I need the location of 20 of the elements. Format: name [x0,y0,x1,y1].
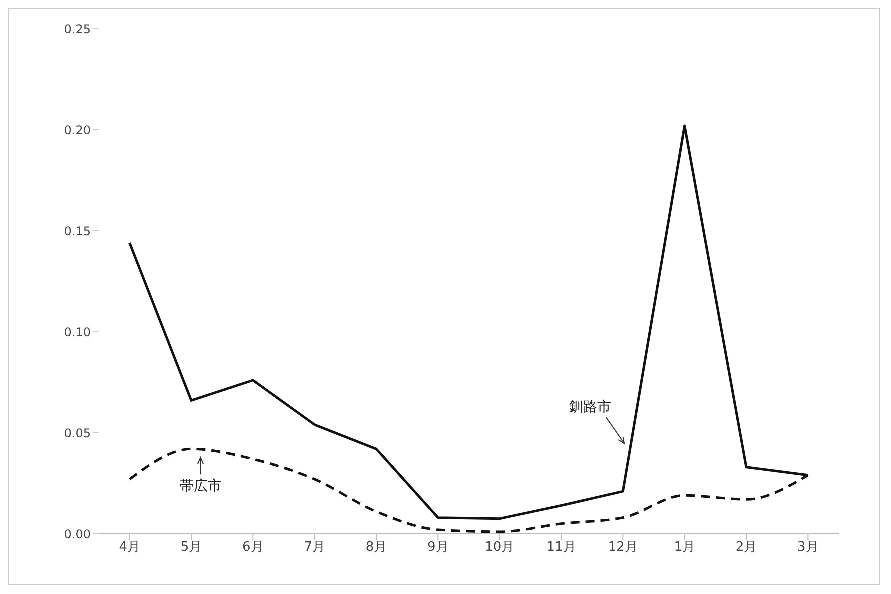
x-tick-label: 11月 [546,540,576,556]
x-tick-label: 4月 [119,540,140,556]
series-label: 帯広市 [180,478,222,495]
x-tick-label: 9月 [428,540,449,556]
x-tick-label: 6月 [242,540,264,556]
y-tick-label: 0.25 [64,22,91,36]
x-tick-label: 7月 [304,540,326,556]
x-tick-label: 10月 [485,540,515,556]
x-tick-label: 5月 [180,540,202,556]
y-tick-label: 0.20 [64,123,91,138]
y-tick-label: 0.15 [64,224,91,238]
x-tick-label: 3月 [798,540,819,556]
series-label: 釧路市 [570,400,612,416]
x-tick-label: 1月 [674,540,696,556]
y-tick-label: 0.10 [64,325,91,340]
x-tick-label: 12月 [608,540,638,556]
x-tick-label: 8月 [366,540,388,556]
y-tick-label: 0.05 [64,426,91,440]
y-tick-label: 0.00 [64,527,91,542]
x-tick-label: 2月 [736,540,758,556]
